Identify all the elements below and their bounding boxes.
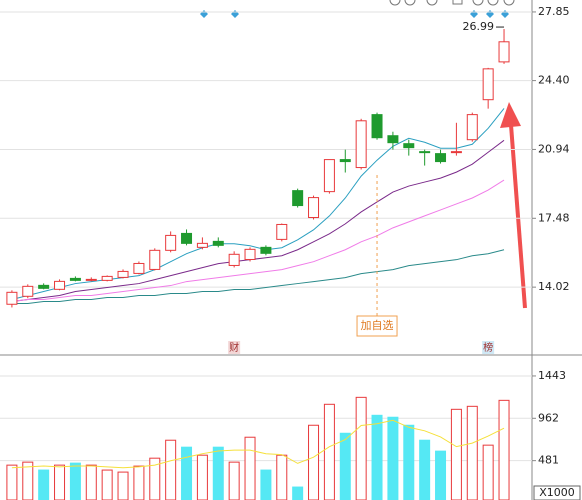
volume-bar — [244, 436, 256, 500]
volume-bar — [387, 416, 399, 500]
candle-body — [165, 234, 177, 251]
annotation: 加自选 — [361, 319, 394, 332]
volume-bar — [323, 403, 335, 500]
volume-bar — [22, 461, 34, 500]
y-tick-label: 1443 — [538, 369, 566, 382]
candle-body — [212, 240, 224, 246]
candle-body — [149, 249, 161, 270]
volume-bar — [403, 424, 415, 500]
candle-body — [435, 153, 447, 163]
candle-body — [276, 223, 288, 240]
candle-body — [181, 232, 193, 244]
volume-bar — [133, 465, 145, 500]
volume-bar — [276, 454, 288, 500]
trend-arrow — [500, 102, 527, 309]
volume-bar — [196, 454, 208, 500]
candle-body — [482, 68, 494, 101]
volume-bar — [482, 444, 494, 500]
candle-body — [387, 135, 399, 144]
volume-bar — [371, 414, 383, 500]
y-tick-label: 27.85 — [538, 5, 570, 18]
candle-body — [323, 159, 335, 193]
candle-body — [403, 143, 415, 149]
candle-body — [22, 285, 34, 297]
volume-bar — [498, 399, 510, 500]
volume-bar — [466, 405, 478, 500]
volume-bar — [355, 396, 367, 500]
candle-body — [466, 114, 478, 141]
high-label: 26.99 — [463, 20, 495, 33]
y-tick-label: 962 — [538, 411, 559, 424]
candle-body — [371, 114, 383, 139]
candle-body — [228, 253, 240, 266]
candle-body — [419, 151, 431, 154]
volume-bar — [419, 439, 431, 500]
volume-bar — [54, 464, 66, 500]
candle-body — [85, 278, 97, 281]
y-tick-label: 14.02 — [538, 280, 570, 293]
candle-body — [196, 242, 208, 248]
unit-box — [533, 485, 581, 500]
line — [11, 179, 505, 302]
volume-bar — [308, 424, 320, 500]
candle-body — [308, 197, 320, 218]
toolbar-icons[interactable] — [389, 0, 515, 6]
candle-body — [54, 280, 66, 290]
candle-body — [292, 190, 304, 207]
volume-bar — [149, 457, 161, 500]
marker-label: 榜 — [483, 341, 493, 354]
marker-box — [228, 341, 241, 354]
volume-bar — [450, 408, 462, 500]
unit-label: X1000 — [539, 486, 575, 499]
line — [11, 139, 505, 302]
volume-bar — [292, 486, 304, 500]
candle-body — [69, 277, 81, 281]
volume-bar — [85, 464, 97, 500]
candle-body — [101, 275, 113, 281]
line — [11, 249, 505, 304]
candle-body — [498, 41, 510, 63]
y-tick-label: 481 — [538, 454, 559, 467]
volume-bar — [435, 450, 447, 500]
volume-bar — [212, 446, 224, 500]
volume-bar — [101, 469, 113, 500]
candle-body — [339, 159, 351, 163]
volume-bar — [165, 439, 177, 500]
volume-bar — [339, 432, 351, 500]
volume-bar — [181, 446, 193, 500]
candle-body — [38, 284, 50, 289]
candle-body — [117, 270, 129, 278]
candle-body — [450, 151, 462, 154]
line — [11, 419, 505, 469]
y-tick-label: 24.40 — [538, 74, 570, 87]
marker-label: 财 — [229, 341, 239, 354]
candle-body — [6, 291, 18, 305]
volume-bar — [38, 469, 50, 500]
marker-box — [482, 341, 495, 354]
annotation-box — [356, 315, 398, 337]
volume-bar — [117, 471, 129, 500]
y-tick-label: 20.94 — [538, 142, 570, 155]
volume-bar — [6, 464, 18, 500]
y-tick-label: 17.48 — [538, 211, 570, 224]
line — [11, 108, 505, 300]
candle-body — [244, 248, 256, 260]
candle-body — [355, 120, 367, 169]
volume-bar — [260, 469, 272, 500]
candle-body — [260, 246, 272, 254]
volume-bar — [228, 461, 240, 500]
volume-bar — [69, 462, 81, 500]
candle-body — [133, 262, 145, 274]
